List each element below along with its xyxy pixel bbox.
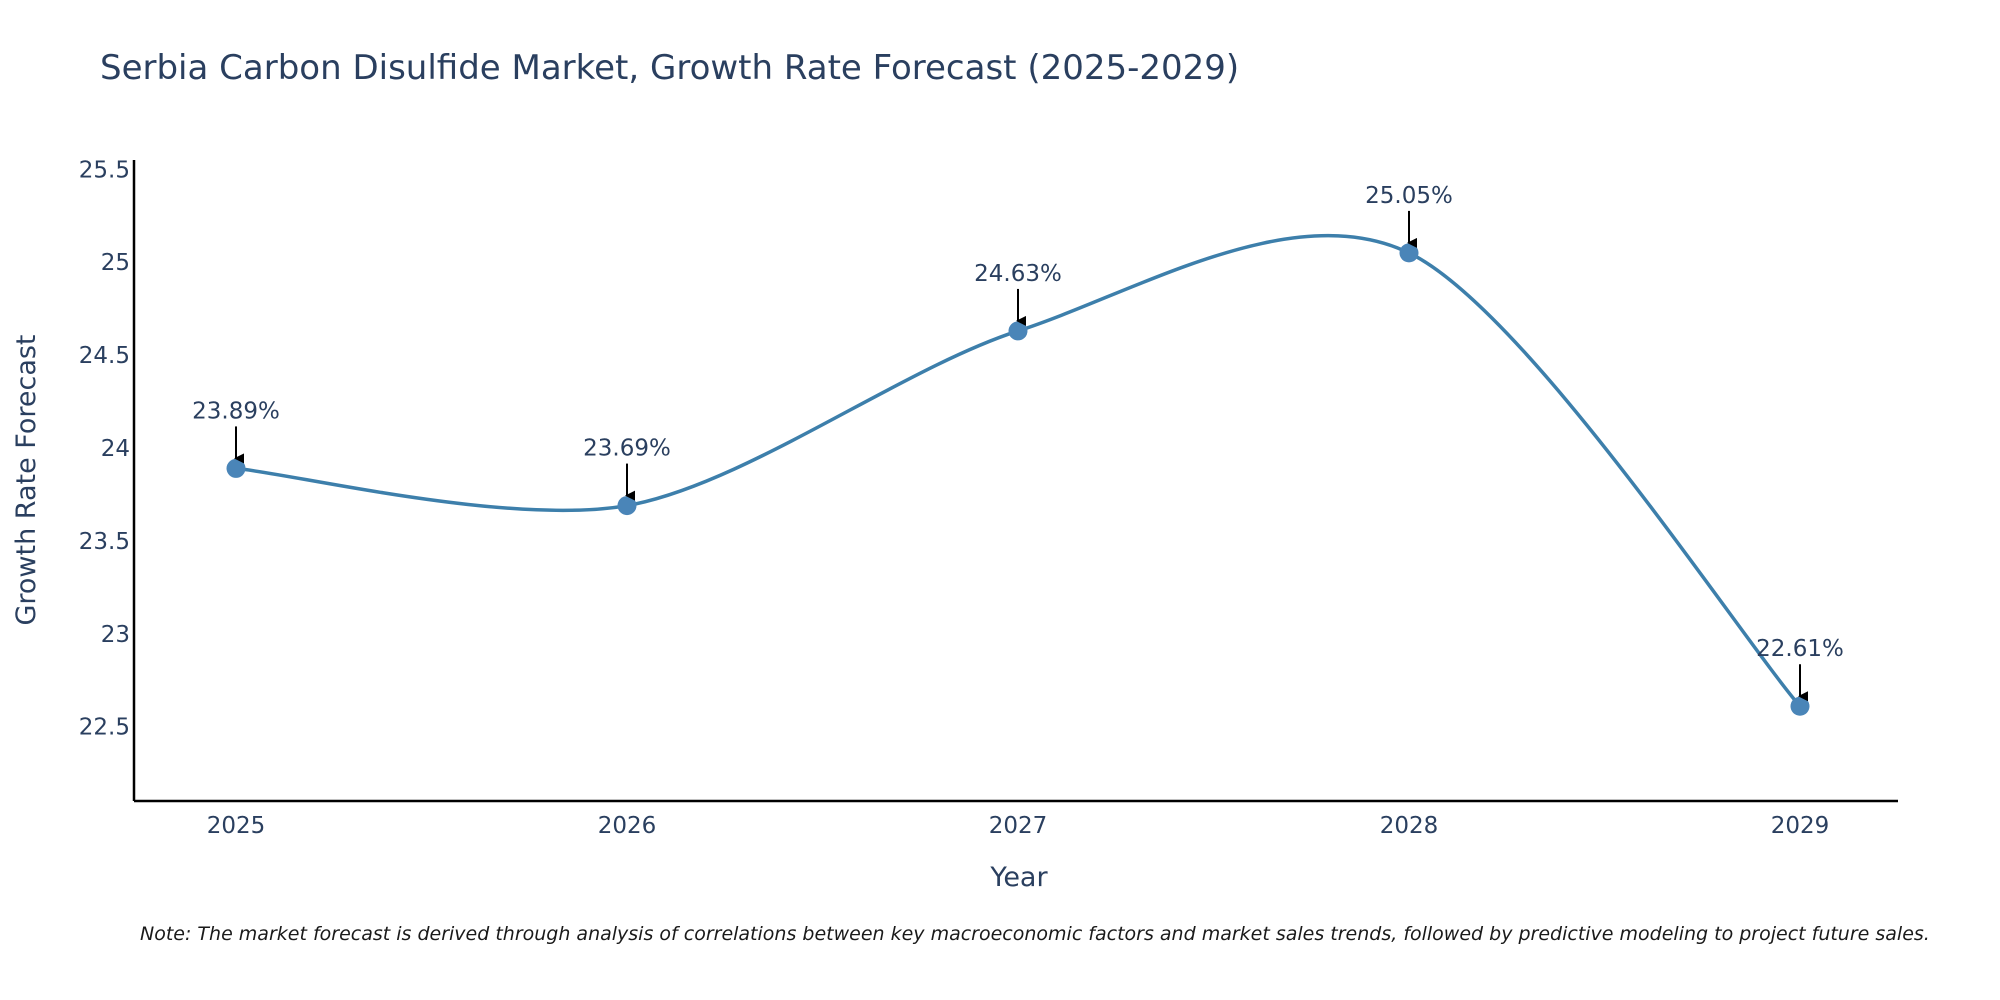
- footnote: Note: The market forecast is derived thr…: [140, 923, 1930, 945]
- data-point: [1790, 696, 1810, 716]
- y-tick-label: 25: [101, 250, 130, 276]
- data-label: 24.63%: [974, 261, 1062, 287]
- series-line: [235, 234, 1802, 708]
- data-point: [1399, 243, 1419, 263]
- x-tick-label: 2029: [1771, 813, 1830, 839]
- y-axis-title: Growth Rate Forecast: [11, 334, 42, 625]
- y-tick-label: 23: [101, 622, 130, 648]
- data-point: [1008, 321, 1028, 341]
- x-axis-title: Year: [989, 862, 1048, 893]
- chart-title: Serbia Carbon Disulfide Market, Growth R…: [100, 48, 1239, 88]
- y-tick-label: 25.5: [79, 157, 130, 183]
- y-tick-label: 22.5: [79, 715, 130, 741]
- y-tick-label: 23.5: [79, 529, 130, 555]
- x-tick-label: 2027: [989, 813, 1048, 839]
- x-tick-label: 2028: [1380, 813, 1439, 839]
- y-tick-label: 24.5: [79, 343, 130, 369]
- y-tick-label: 24: [101, 436, 130, 462]
- data-point: [226, 458, 246, 478]
- x-tick-label: 2026: [598, 813, 657, 839]
- data-point: [617, 496, 637, 516]
- data-label: 23.89%: [192, 398, 280, 424]
- plot-area: 22.5 23 23.5 24 24.5 25 25.5 2025 2026 2027 2028 20…: [79, 157, 1898, 839]
- data-label: 23.69%: [583, 436, 671, 462]
- data-label: 22.61%: [1756, 636, 1844, 662]
- x-tick-label: 2025: [207, 813, 266, 839]
- data-label: 25.05%: [1365, 183, 1453, 209]
